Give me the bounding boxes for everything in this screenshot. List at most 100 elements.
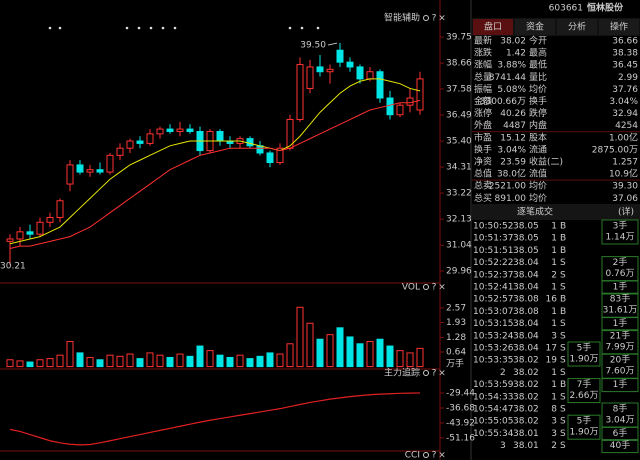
close-icon[interactable]: × — [438, 14, 446, 24]
volume-bar — [26, 361, 34, 368]
candle-body — [216, 130, 224, 142]
panel-title: 主力追踪 — [384, 367, 420, 379]
y-tick-label: 37.58 — [446, 84, 472, 94]
volume-unit: 万手 — [446, 358, 464, 370]
volume-bar — [36, 359, 44, 368]
trade-time: 10:54:33 — [473, 392, 513, 402]
close-icon[interactable]: × — [438, 283, 446, 293]
trade-volume: 16 — [546, 295, 558, 305]
tab-label[interactable]: 分析 — [568, 21, 586, 33]
tab[interactable] — [515, 19, 555, 35]
trade-side: S — [560, 344, 566, 354]
volume-bar — [86, 356, 94, 368]
settings-icon[interactable] — [423, 15, 429, 21]
trade-side: B — [560, 307, 566, 317]
trade-volume: 1 — [551, 380, 557, 390]
y-tick-label: 38.66 — [446, 59, 472, 69]
trade-volume: 8 — [551, 405, 557, 415]
order-box — [567, 341, 601, 367]
quote-value: 40.26 — [500, 109, 526, 119]
tab[interactable] — [557, 19, 597, 35]
trade-side: S — [560, 429, 566, 439]
quote-value: 1.00亿 — [609, 131, 638, 143]
close-icon[interactable]: × — [438, 369, 446, 379]
order-box — [567, 414, 601, 440]
trade-price: 38.02 — [513, 405, 539, 415]
trade-side: S — [560, 392, 566, 402]
close-icon[interactable]: × — [438, 451, 446, 460]
candle-body — [66, 164, 74, 185]
high-label: 39.50 — [300, 41, 326, 51]
trade-time: 10:52:22 — [473, 258, 513, 268]
tab-label[interactable]: 操作 — [610, 21, 628, 33]
y-tick-label: 33.22 — [446, 189, 472, 199]
volume-bar — [396, 350, 404, 368]
tab-label[interactable]: 资金 — [526, 21, 544, 33]
trade-volume: 1 — [551, 222, 557, 232]
help-icon[interactable]: ? — [432, 14, 437, 24]
order-text: 8手 — [613, 403, 628, 415]
help-icon[interactable]: ? — [432, 451, 437, 460]
candle-body — [256, 145, 264, 154]
order-text: 21手 — [610, 329, 630, 341]
candle-body — [96, 169, 104, 173]
tab[interactable] — [599, 19, 639, 35]
volume-bar — [46, 358, 54, 368]
trades-detail[interactable]: (详) — [618, 206, 634, 218]
y-tick-label: 32.13 — [446, 215, 472, 225]
quote-label: 最新 — [474, 35, 492, 47]
quote-value: 37.76 — [612, 85, 638, 95]
quote-label: 今开 — [529, 35, 547, 47]
y-tick-label: 39.75 — [446, 33, 472, 43]
trade-side: S — [560, 441, 566, 451]
candle-body — [356, 66, 364, 80]
order-text: 40手 — [610, 439, 630, 451]
quote-value: 38.0亿 — [497, 168, 526, 180]
trade-volume: 1 — [551, 283, 557, 293]
trade-side: S — [560, 270, 566, 280]
quote-value: 36.66 — [612, 37, 638, 47]
trade-time: 10:53:15 — [473, 319, 513, 329]
panel-title: CCI — [405, 451, 420, 460]
y-tick-label: 36.49 — [446, 110, 472, 120]
settings-icon[interactable] — [423, 370, 429, 376]
candle-body — [316, 66, 324, 73]
order-text: 2.66万 — [569, 391, 598, 401]
candle-body — [376, 71, 384, 99]
candle-body — [166, 128, 174, 132]
quote-value: 3.04% — [609, 97, 638, 107]
trade-volume: 3 — [551, 417, 557, 427]
order-text: 5手 — [577, 342, 592, 354]
y-tick-label: -29.44 — [446, 389, 475, 399]
order-box — [601, 280, 639, 295]
tab-label[interactable]: 盘口 — [484, 21, 502, 33]
y-tick-label: 2.57 — [446, 303, 466, 313]
tab[interactable] — [473, 19, 513, 35]
trade-side: S — [560, 417, 566, 427]
help-icon[interactable]: ? — [432, 283, 437, 293]
candle-body — [266, 152, 274, 164]
trade-time: 10:51:37 — [473, 234, 513, 244]
volume-bar — [156, 354, 164, 368]
quote-label: 量比 — [529, 71, 547, 83]
settings-icon[interactable] — [423, 452, 429, 458]
y-tick-label: 0.64 — [446, 347, 466, 357]
help-icon[interactable]: ? — [432, 369, 437, 379]
candle-body — [416, 78, 424, 111]
trade-side: S — [560, 319, 566, 329]
quote-value: 15.12 — [500, 133, 526, 143]
order-box — [567, 378, 601, 404]
trades-header — [472, 204, 640, 220]
trade-volume: 1 — [551, 307, 557, 317]
quote-value: 37.06 — [612, 194, 638, 204]
order-text: 1.90万 — [569, 428, 598, 438]
panel-title: VOL — [402, 283, 420, 293]
order-text: 7.60万 — [605, 367, 634, 377]
volume-bar — [316, 338, 324, 368]
volume-bar — [296, 306, 304, 368]
trades-title: 逐笔成交 — [517, 206, 553, 218]
settings-icon[interactable] — [423, 284, 429, 290]
trade-side: B — [560, 222, 566, 232]
volume-bar — [256, 355, 264, 368]
